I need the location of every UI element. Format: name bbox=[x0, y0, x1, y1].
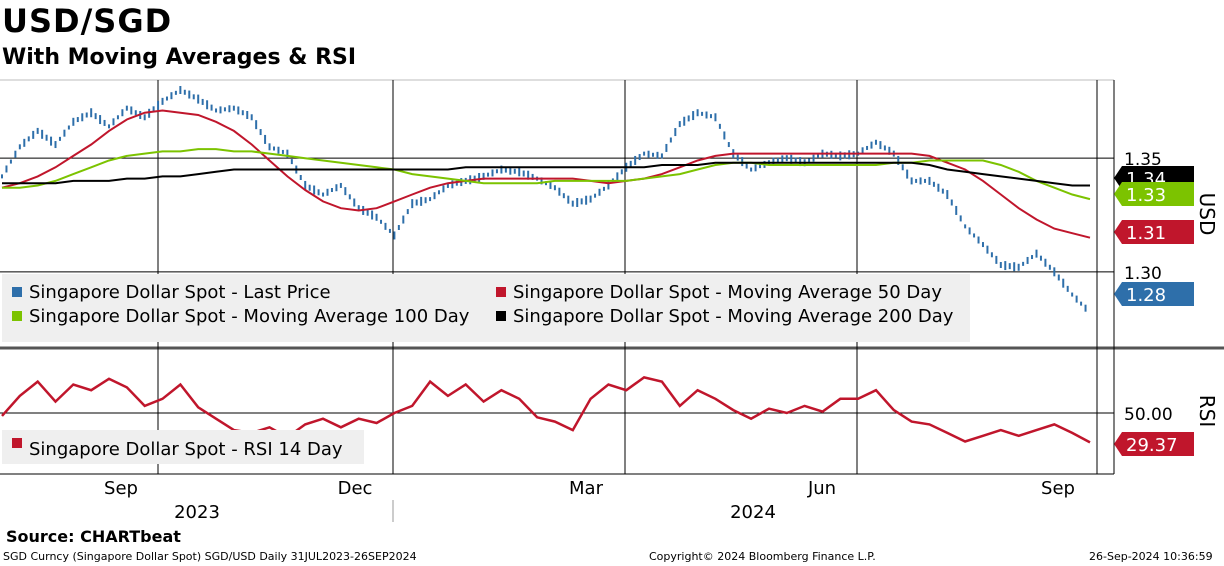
badge-last-shape bbox=[1114, 282, 1194, 306]
x-tick-label: Sep bbox=[1041, 478, 1075, 499]
chart-title: USD/SGD bbox=[2, 2, 173, 40]
year-label: 2024 bbox=[730, 502, 776, 523]
badge-ma50-label: 1.31 bbox=[1126, 223, 1166, 244]
badge-rsi-label: 29.37 bbox=[1126, 435, 1178, 456]
legend-ma50-label: Singapore Dollar Spot - Moving Average 5… bbox=[513, 282, 942, 303]
legend-ma100-swatch bbox=[12, 311, 22, 321]
legend-last-price-swatch bbox=[12, 287, 22, 297]
rsi-line-group bbox=[1, 376, 1091, 444]
ma-200-line bbox=[2, 161, 1090, 187]
badge-ma100-label: 1.33 bbox=[1126, 185, 1166, 206]
rsi-legend: Singapore Dollar Spot - RSI 14 Day bbox=[2, 430, 364, 464]
legend-ma200-swatch bbox=[496, 311, 506, 321]
price-legend-bg bbox=[2, 274, 970, 342]
price-legend: Singapore Dollar Spot - Last Price Singap… bbox=[2, 274, 970, 342]
badge-rsi-shape bbox=[1114, 432, 1194, 456]
copyright: Copyright© 2024 Bloomberg Finance L.P. bbox=[649, 550, 876, 563]
legend-ma100-label: Singapore Dollar Spot - Moving Average 1… bbox=[29, 306, 470, 327]
legend-rsi-label: Singapore Dollar Spot - RSI 14 Day bbox=[29, 439, 343, 460]
legend-rsi-swatch bbox=[12, 438, 22, 448]
price-y-tick-label: 1.35 bbox=[1124, 150, 1162, 170]
x-tick-label: Sep bbox=[104, 478, 138, 499]
legend-last-price-label: Singapore Dollar Spot - Last Price bbox=[29, 282, 331, 303]
legend-ma50-swatch bbox=[496, 287, 506, 297]
ma-50-line bbox=[1, 109, 1091, 239]
badge-last-label: 1.28 bbox=[1126, 285, 1166, 306]
ma-100-line bbox=[2, 148, 1091, 201]
rsi-axis-label: RSI bbox=[1195, 395, 1219, 428]
badge-rsi: 29.37 bbox=[1114, 432, 1194, 456]
rsi-line bbox=[1, 376, 1091, 444]
ticker-info: SGD Curncy (Singapore Dollar Spot) SGD/U… bbox=[3, 550, 417, 563]
year-label: 2023 bbox=[174, 502, 220, 523]
x-axis-ticks: Sep Dec Mar Jun Sep bbox=[104, 478, 1075, 499]
rsi-legend-bg bbox=[2, 430, 364, 464]
price-axis-label: USD bbox=[1195, 193, 1219, 236]
moving-average-lines bbox=[1, 109, 1091, 239]
price-y-ticks: 1.35 1.30 bbox=[1124, 150, 1162, 284]
rsi-y-ticks: 50.00 bbox=[1124, 405, 1173, 425]
timestamp: 26-Sep-2024 10:36:59 bbox=[1089, 550, 1213, 563]
badge-ma50: 1.31 bbox=[1114, 220, 1194, 244]
rsi-y-tick-label: 50.00 bbox=[1124, 405, 1173, 425]
badge-ma100: 1.33 bbox=[1114, 182, 1194, 206]
year-labels: 2023 2024 bbox=[174, 502, 776, 523]
x-tick-label: Dec bbox=[338, 478, 373, 499]
legend-ma200-label: Singapore Dollar Spot - Moving Average 2… bbox=[513, 306, 954, 327]
source-label: Source: CHARTbeat bbox=[6, 527, 181, 546]
badge-last: 1.28 bbox=[1114, 282, 1194, 306]
badge-ma50-shape bbox=[1114, 220, 1194, 244]
badge-ma100-shape bbox=[1114, 182, 1194, 206]
x-tick-label: Jun bbox=[807, 478, 836, 499]
price-grid bbox=[0, 157, 1114, 273]
price-y-tick-label: 1.30 bbox=[1124, 264, 1162, 284]
chart-subtitle: With Moving Averages & RSI bbox=[2, 45, 357, 70]
x-tick-label: Mar bbox=[569, 478, 604, 499]
